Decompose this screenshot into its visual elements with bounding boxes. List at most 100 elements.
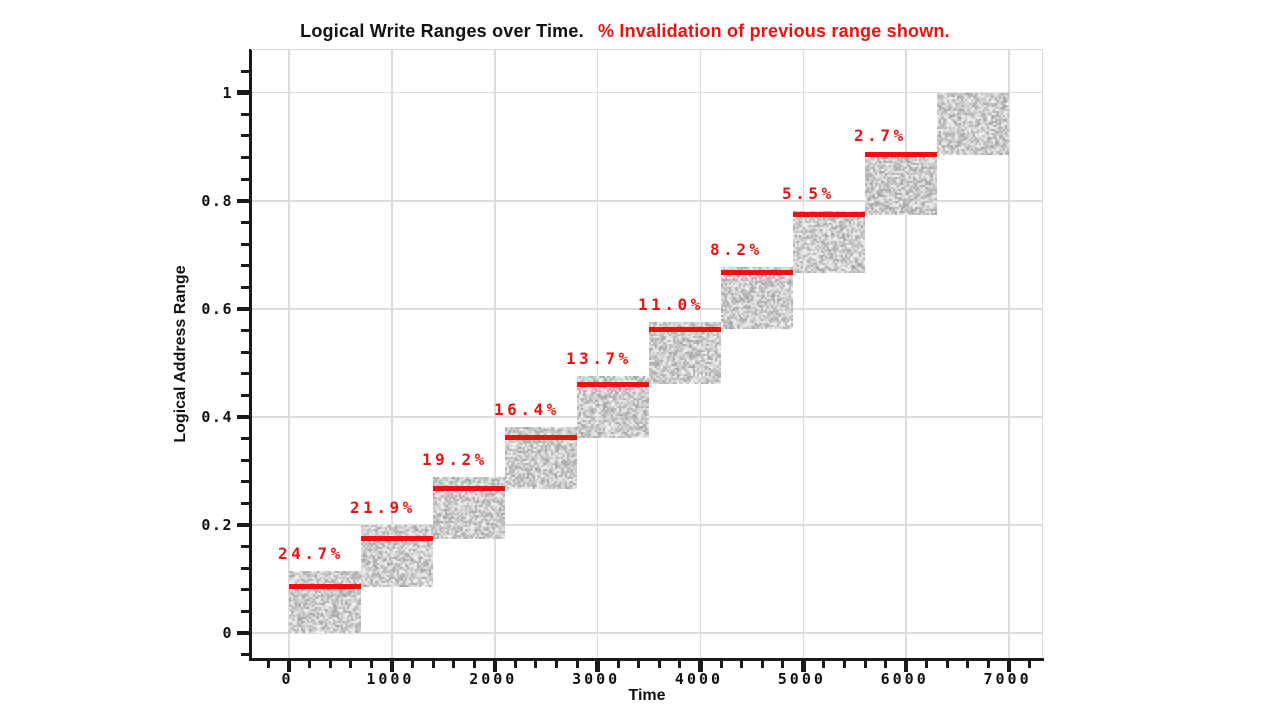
y-minor-tick bbox=[241, 221, 249, 224]
figure: Logical Write Ranges over Time. % Invali… bbox=[0, 0, 1280, 717]
write-range-box bbox=[937, 93, 1009, 155]
y-minor-tick bbox=[241, 264, 249, 267]
invalidation-percent-label: 19.2% bbox=[422, 450, 488, 469]
noise-texture bbox=[865, 153, 937, 215]
x-minor-tick bbox=[411, 660, 414, 668]
y-minor-tick bbox=[241, 351, 249, 354]
write-range-box bbox=[865, 153, 937, 215]
y-minor-tick bbox=[241, 329, 249, 332]
y-tick-label: 0 bbox=[222, 624, 233, 642]
invalidation-line bbox=[721, 270, 793, 275]
invalidation-line bbox=[577, 382, 649, 387]
x-minor-tick bbox=[308, 660, 311, 668]
x-gridline bbox=[288, 50, 290, 658]
x-minor-tick bbox=[637, 660, 640, 668]
invalidation-line bbox=[361, 536, 433, 541]
x-tick-label: 0 bbox=[282, 670, 294, 688]
y-major-tick bbox=[237, 307, 249, 312]
y-major-tick bbox=[237, 415, 249, 420]
y-minor-tick bbox=[241, 437, 249, 440]
noise-texture bbox=[937, 93, 1009, 155]
write-range-box bbox=[721, 267, 793, 329]
x-minor-tick bbox=[576, 660, 579, 668]
invalidation-line bbox=[649, 327, 721, 332]
invalidation-percent-label: 24.7% bbox=[278, 544, 344, 563]
x-minor-tick bbox=[720, 660, 723, 668]
y-minor-tick bbox=[241, 243, 249, 246]
invalidation-percent-label: 8.2% bbox=[710, 240, 763, 259]
y-minor-tick bbox=[241, 156, 249, 159]
y-minor-tick bbox=[241, 134, 249, 137]
y-gridline bbox=[251, 92, 1042, 94]
write-range-box bbox=[289, 571, 361, 633]
invalidation-line bbox=[793, 212, 865, 217]
x-minor-tick bbox=[843, 660, 846, 668]
x-minor-tick bbox=[534, 660, 537, 668]
x-minor-tick bbox=[987, 660, 990, 668]
x-minor-tick bbox=[925, 660, 928, 668]
y-minor-tick bbox=[241, 372, 249, 375]
y-major-tick bbox=[237, 199, 249, 204]
y-gridline bbox=[251, 632, 1042, 634]
noise-texture bbox=[289, 571, 361, 633]
noise-texture bbox=[721, 267, 793, 329]
x-tick-label: 5000 bbox=[778, 670, 826, 688]
invalidation-line bbox=[289, 584, 361, 589]
y-minor-tick bbox=[241, 502, 249, 505]
invalidation-line bbox=[865, 152, 937, 157]
y-minor-tick bbox=[241, 459, 249, 462]
invalidation-percent-label: 16.4% bbox=[494, 400, 560, 419]
x-minor-tick bbox=[761, 660, 764, 668]
plot-area: 24.7% 21.9% 19.2% 16.4% 13.7% 11.0% 8.2% 5.5% 2.… bbox=[0, 0, 1280, 717]
y-minor-tick bbox=[241, 610, 249, 613]
x-minor-tick bbox=[329, 660, 332, 668]
x-minor-tick bbox=[349, 660, 352, 668]
x-minor-tick bbox=[864, 660, 867, 668]
x-axis-label: Time bbox=[628, 687, 665, 705]
y-tick-label: 0.6 bbox=[201, 300, 233, 318]
y-minor-tick bbox=[241, 588, 249, 591]
x-tick-label: 4000 bbox=[675, 670, 723, 688]
x-minor-tick bbox=[678, 660, 681, 668]
x-tick-label: 1000 bbox=[366, 670, 414, 688]
invalidation-line bbox=[433, 486, 505, 491]
invalidation-percent-label: 5.5% bbox=[782, 184, 835, 203]
y-minor-tick bbox=[241, 653, 249, 656]
invalidation-percent-label: 13.7% bbox=[566, 349, 632, 368]
x-tick-label: 2000 bbox=[469, 670, 517, 688]
y-minor-tick bbox=[241, 113, 249, 116]
y-tick-label: 0.2 bbox=[201, 516, 233, 534]
x-minor-tick bbox=[658, 660, 661, 668]
right-spine bbox=[1042, 50, 1044, 658]
invalidation-percent-label: 11.0% bbox=[638, 295, 704, 314]
write-range-box bbox=[361, 525, 433, 587]
noise-texture bbox=[649, 322, 721, 384]
y-major-tick bbox=[237, 631, 249, 636]
y-major-tick bbox=[237, 90, 249, 95]
x-minor-tick bbox=[617, 660, 620, 668]
invalidation-percent-label: 2.7% bbox=[854, 126, 907, 145]
x-tick-label: 7000 bbox=[983, 670, 1031, 688]
x-minor-tick bbox=[267, 660, 270, 668]
x-gridline bbox=[803, 50, 805, 658]
y-axis-spine bbox=[249, 49, 253, 662]
noise-texture bbox=[361, 525, 433, 587]
x-minor-tick bbox=[514, 660, 517, 668]
x-minor-tick bbox=[473, 660, 476, 668]
y-tick-label: 0.8 bbox=[201, 192, 233, 210]
x-minor-tick bbox=[822, 660, 825, 668]
write-range-box bbox=[793, 211, 865, 273]
x-minor-tick bbox=[884, 660, 887, 668]
x-minor-tick bbox=[432, 660, 435, 668]
y-major-tick bbox=[237, 523, 249, 528]
x-gridline bbox=[494, 50, 496, 658]
x-minor-tick bbox=[370, 660, 373, 668]
x-minor-tick bbox=[740, 660, 743, 668]
y-minor-tick bbox=[241, 480, 249, 483]
y-minor-tick bbox=[241, 545, 249, 548]
invalidation-percent-label: 21.9% bbox=[350, 498, 416, 517]
y-minor-tick bbox=[241, 70, 249, 73]
x-minor-tick bbox=[452, 660, 455, 668]
x-minor-tick bbox=[781, 660, 784, 668]
x-minor-tick bbox=[966, 660, 969, 668]
